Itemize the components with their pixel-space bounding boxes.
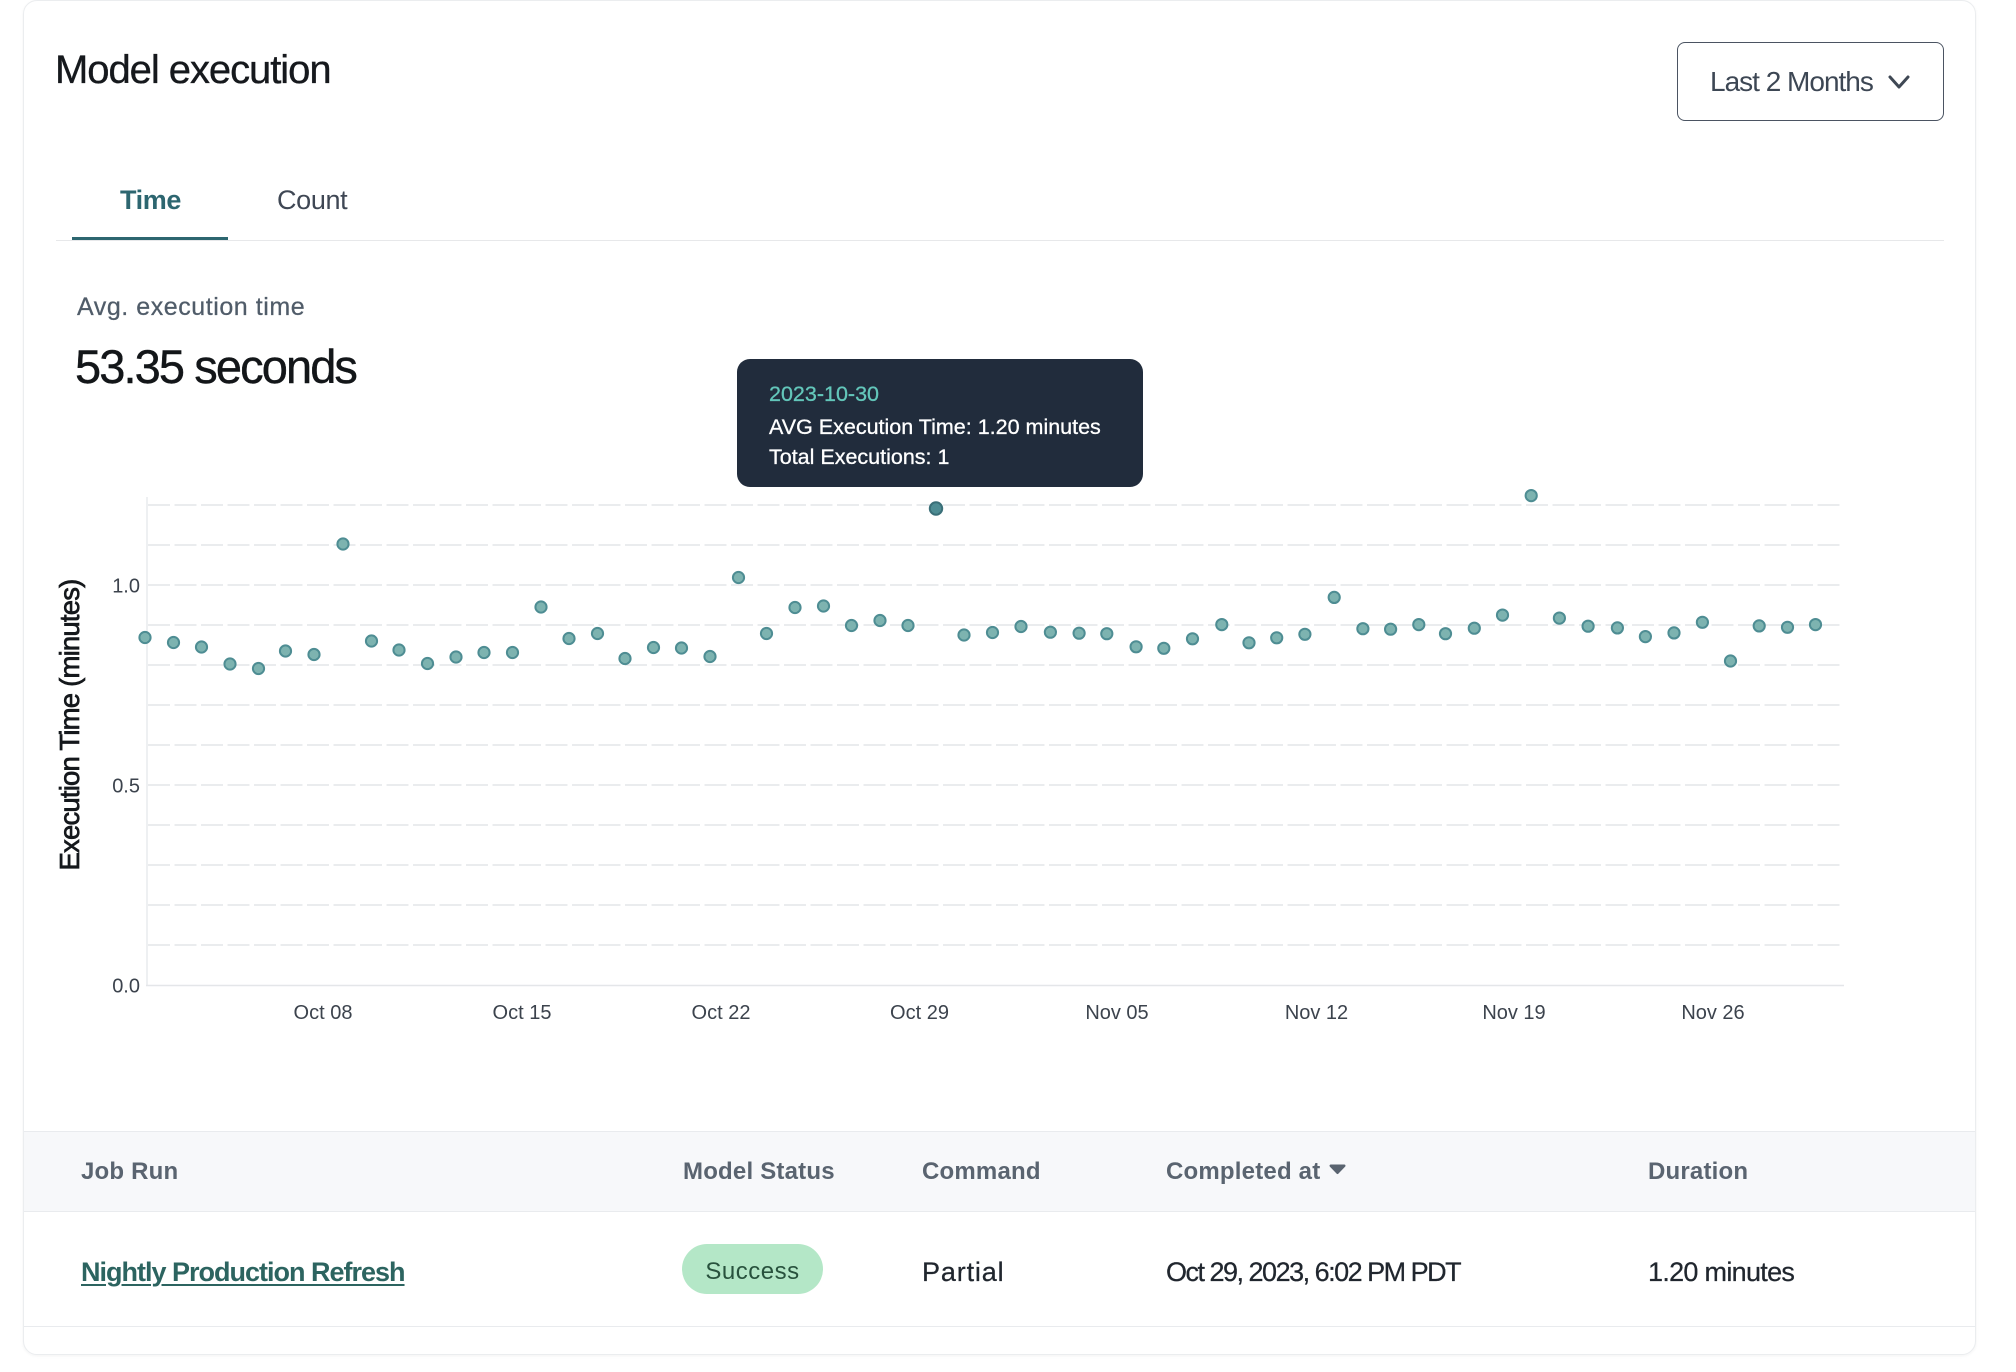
svg-text:Oct 08: Oct 08: [294, 1002, 353, 1024]
svg-text:0.0: 0.0: [112, 976, 140, 998]
svg-text:Nov 26: Nov 26: [1681, 1002, 1744, 1024]
svg-text:Oct 22: Oct 22: [692, 1002, 751, 1024]
svg-text:1.0: 1.0: [112, 576, 140, 598]
svg-text:Oct 15: Oct 15: [493, 1002, 552, 1024]
svg-text:Execution Time (minutes): Execution Time (minutes): [54, 579, 85, 870]
svg-text:Oct 29: Oct 29: [890, 1002, 949, 1024]
svg-text:Nov 05: Nov 05: [1085, 1002, 1148, 1024]
svg-text:Nov 19: Nov 19: [1482, 1002, 1545, 1024]
svg-text:Nov 12: Nov 12: [1285, 1002, 1348, 1024]
svg-text:0.5: 0.5: [112, 776, 140, 798]
